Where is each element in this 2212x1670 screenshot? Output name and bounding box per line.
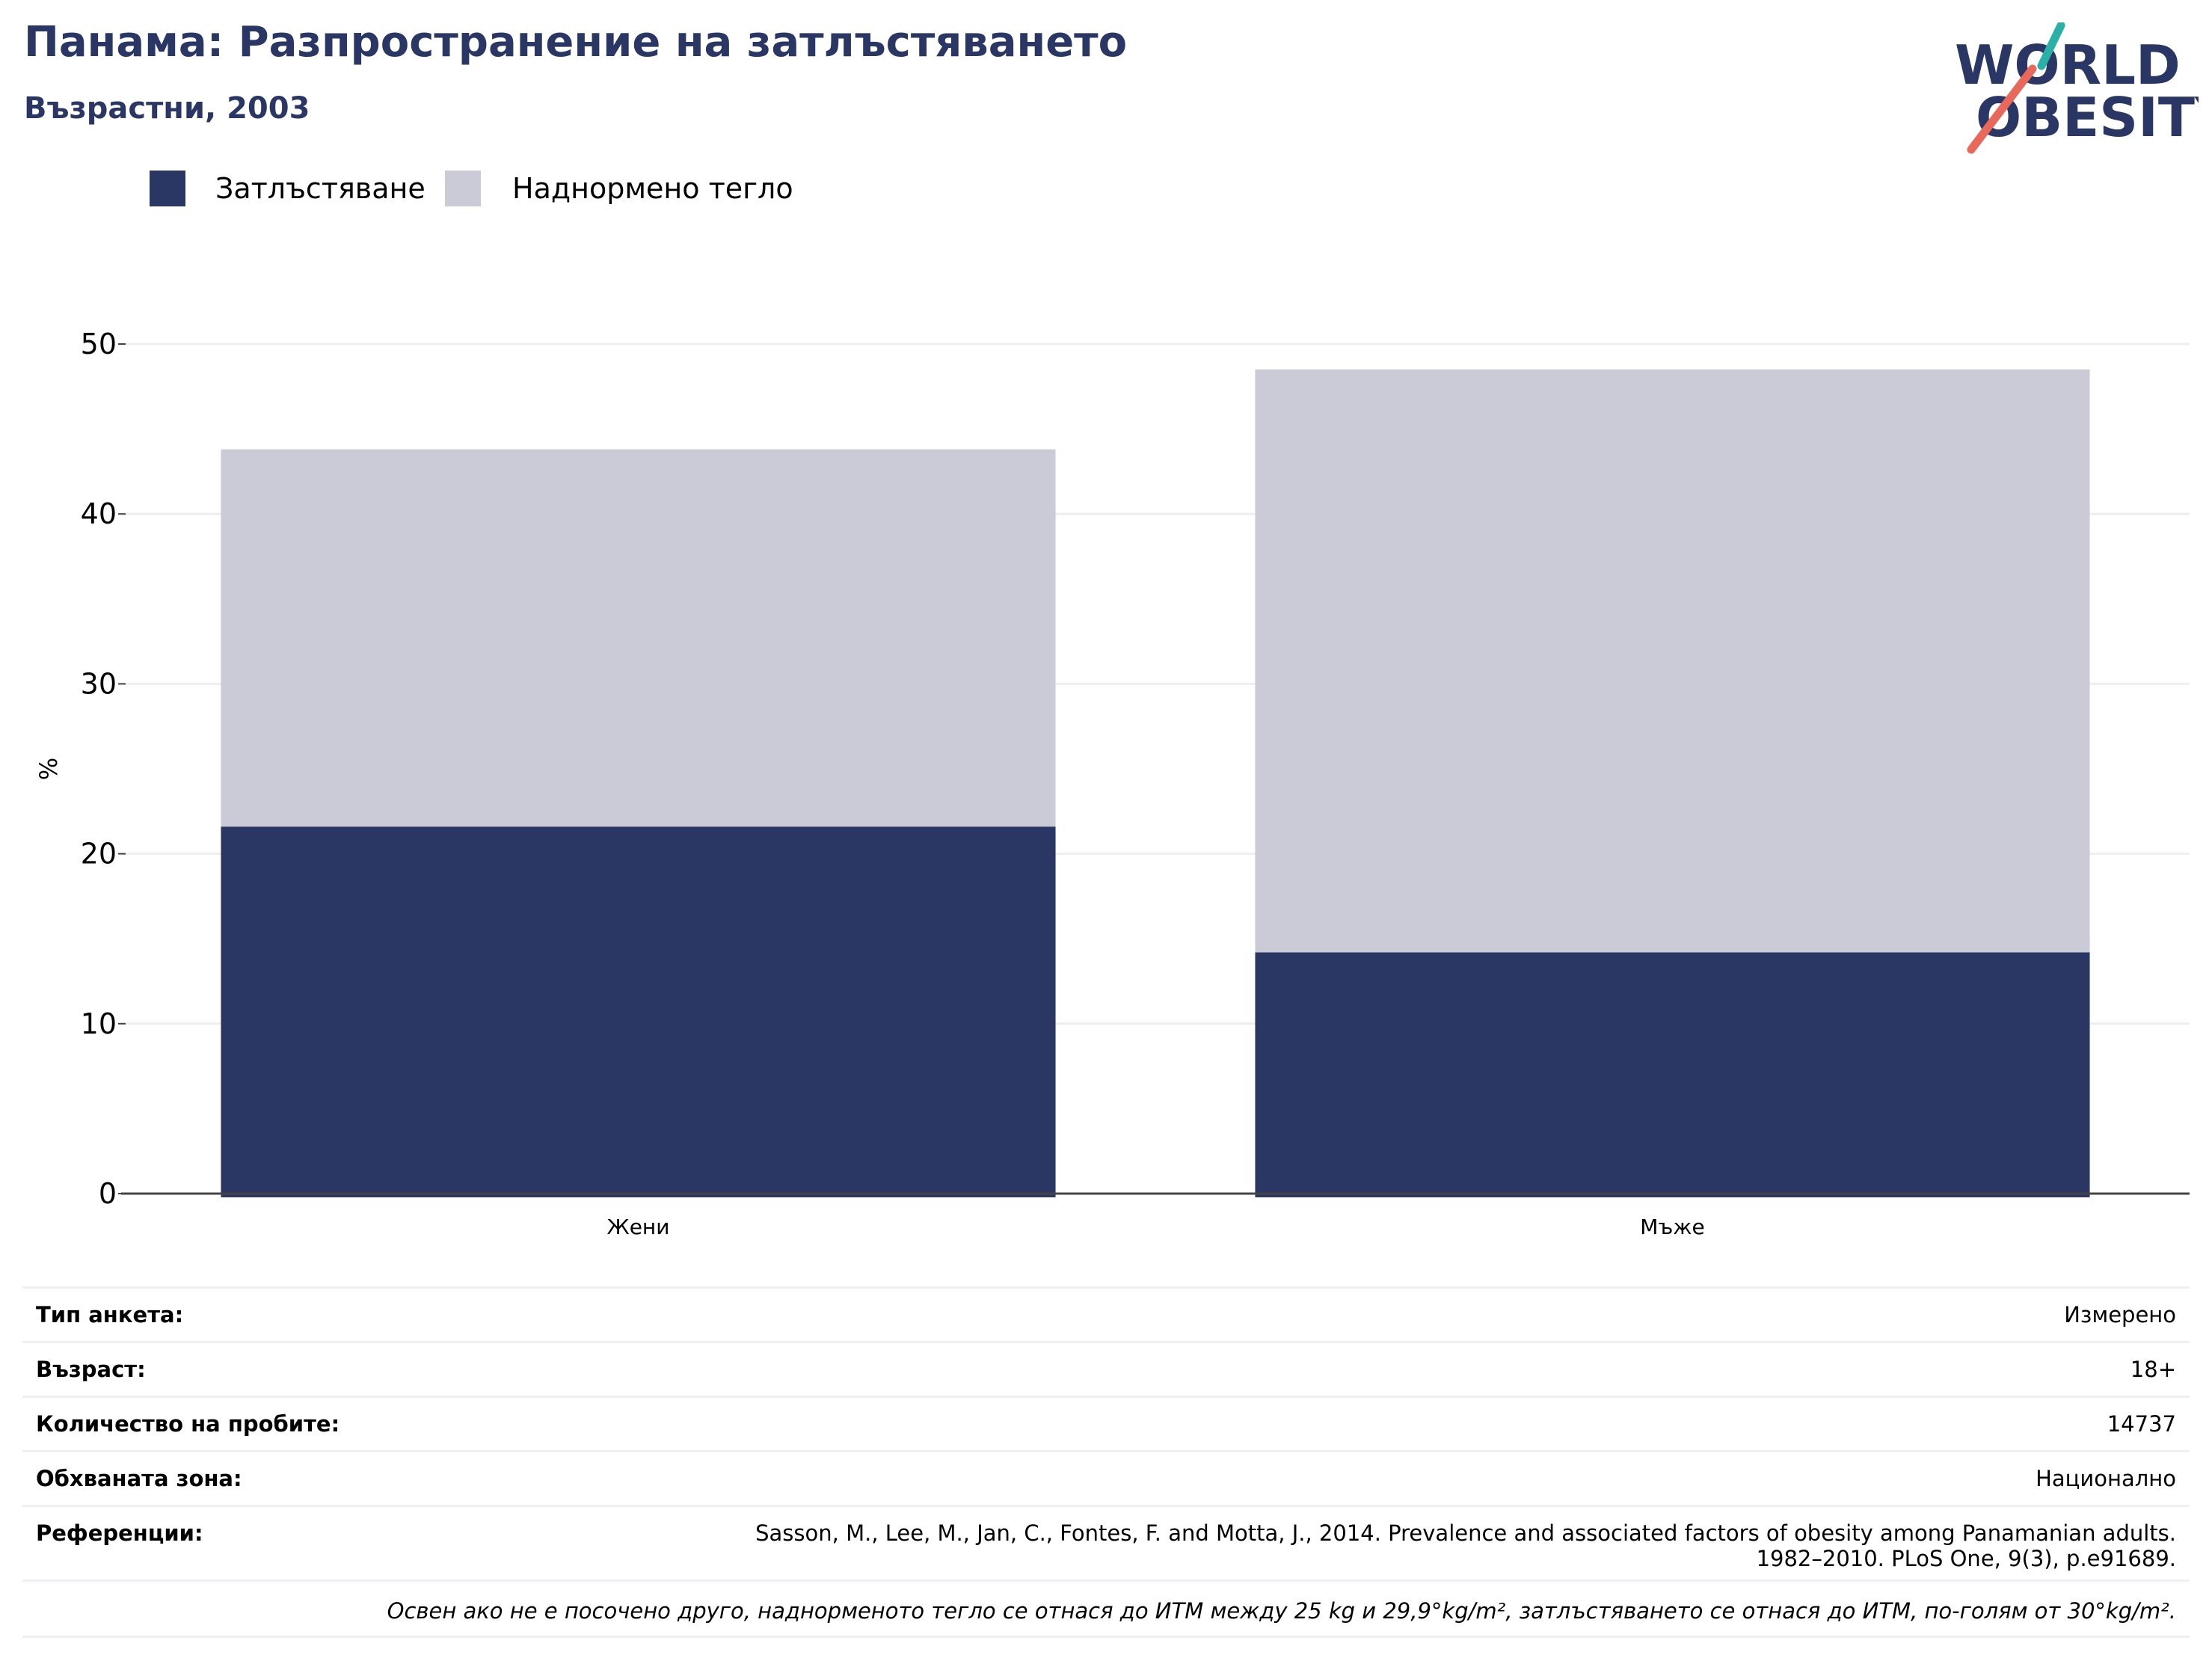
- bar-obesity-0: [221, 826, 1056, 1197]
- logo-word-1: WORLD: [1955, 34, 2181, 96]
- x-tick-label: Жени: [607, 1215, 670, 1239]
- info-row-age: Възраст: 18+: [22, 1341, 2190, 1396]
- y-tick-label: 0: [99, 1177, 117, 1210]
- info-key: Тип анкета:: [36, 1302, 184, 1327]
- info-value: 14737: [2107, 1411, 2176, 1437]
- definition-note: Освен ако не е посочено друго, наднормен…: [22, 1580, 2190, 1638]
- y-tick-label: 50: [81, 328, 117, 360]
- stacked-bar-chart: 0 10 20 30 40 50% Жени Мъже: [34, 328, 2190, 1239]
- reference-line: Sasson, M., Lee, M., Jan, C., Fontes, F.…: [755, 1520, 2176, 1546]
- info-value-reference: Sasson, M., Lee, M., Jan, C., Fontes, F.…: [755, 1520, 2190, 1571]
- info-key: Количество на пробите:: [36, 1411, 340, 1437]
- info-row-sample-size: Количество на пробите: 14737: [22, 1396, 2190, 1450]
- y-tick-label: 20: [81, 838, 117, 871]
- y-tick-label: 30: [81, 667, 117, 700]
- y-tick-label: 40: [81, 497, 117, 530]
- logo-teal-stroke: [2037, 22, 2065, 70]
- y-tick-label: 10: [81, 1007, 117, 1040]
- chart-title: Панама: Разпространение на затлъстяванет…: [24, 18, 1128, 67]
- legend-item-overweight[interactable]: Наднормено тегло: [445, 171, 793, 206]
- y-axis-label: %: [34, 758, 63, 780]
- x-tick-label: Мъже: [1640, 1215, 1704, 1239]
- info-key: Възраст:: [36, 1357, 146, 1382]
- logo-red-stroke: [1967, 64, 2037, 154]
- info-value: Измерено: [2064, 1302, 2176, 1327]
- legend-swatch-overweight: [445, 171, 481, 206]
- bar-overweight-0: [221, 449, 1056, 827]
- legend-label-overweight: Наднормено тегло: [512, 172, 793, 205]
- info-value: Национално: [2036, 1466, 2176, 1491]
- world-obesity-logo: WORLD OBESITY: [1955, 22, 2199, 154]
- survey-info-table: Тип анкета: Измерено Възраст: 18+ Количе…: [22, 1286, 2190, 1638]
- info-key: Референции:: [36, 1520, 203, 1546]
- legend-label-obesity: Затлъстяване: [215, 172, 425, 205]
- info-row-survey-type: Тип анкета: Измерено: [22, 1286, 2190, 1341]
- legend-item-obesity[interactable]: Затлъстяване: [150, 171, 425, 206]
- info-row-references: Референции: Sasson, M., Lee, M., Jan, C.…: [22, 1505, 2190, 1580]
- chart-subtitle: Възрастни, 2003: [24, 91, 310, 126]
- legend-swatch-obesity: [150, 171, 185, 206]
- bar-overweight-1: [1255, 369, 2090, 953]
- bar-obesity-1: [1255, 952, 2090, 1197]
- reference-line: 1982–2010. PLoS One, 9(3), p.e91689.: [1756, 1546, 2176, 1571]
- info-row-area-covered: Обхваната зона: Национално: [22, 1450, 2190, 1505]
- info-key: Обхваната зона:: [36, 1466, 242, 1491]
- info-value: 18+: [2130, 1357, 2176, 1382]
